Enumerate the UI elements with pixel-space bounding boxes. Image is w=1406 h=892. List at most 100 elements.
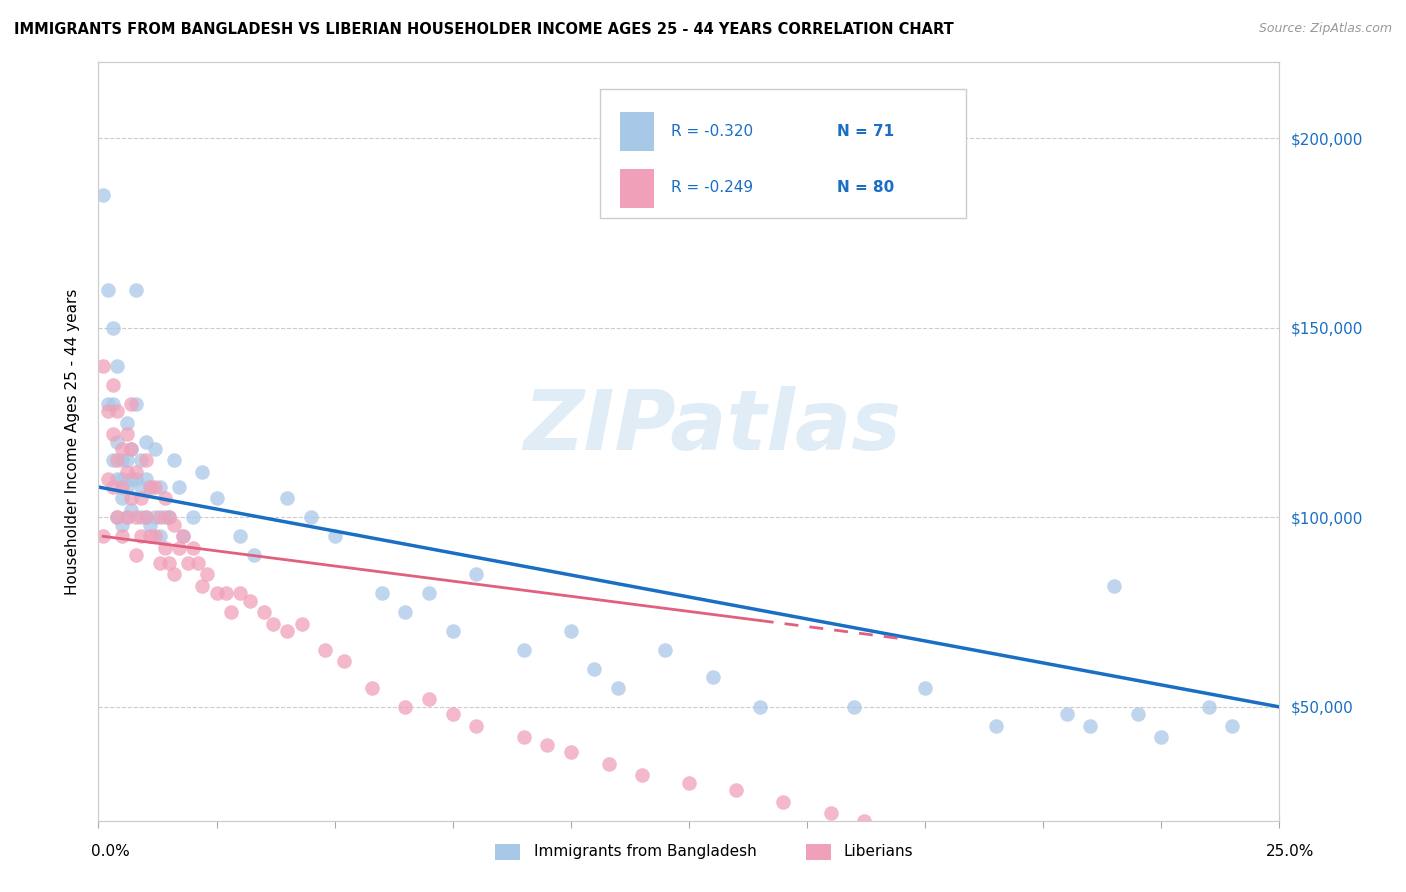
- Point: [157, 510, 180, 524]
- Point: [111, 473, 134, 487]
- Point: [105, 404, 128, 418]
- Point: [394, 699, 416, 714]
- Point: [994, 851, 1017, 865]
- Point: [115, 426, 138, 441]
- Point: [153, 510, 176, 524]
- Point: [105, 453, 128, 467]
- Point: [129, 529, 152, 543]
- Point: [135, 453, 157, 467]
- Point: [167, 480, 190, 494]
- Point: [129, 453, 152, 467]
- Point: [1126, 881, 1149, 892]
- Point: [205, 586, 228, 600]
- Point: [702, 669, 724, 683]
- Point: [441, 624, 464, 639]
- Text: R = -0.249: R = -0.249: [671, 180, 754, 194]
- Point: [149, 556, 172, 570]
- Point: [105, 359, 128, 373]
- Point: [143, 529, 166, 543]
- Point: [157, 510, 180, 524]
- Point: [290, 616, 312, 631]
- Point: [115, 510, 138, 524]
- Point: [111, 453, 134, 467]
- Point: [115, 453, 138, 467]
- Point: [371, 586, 394, 600]
- Point: [560, 624, 582, 639]
- Point: [215, 586, 238, 600]
- Point: [121, 442, 143, 456]
- Point: [139, 529, 162, 543]
- Point: [139, 480, 162, 494]
- Point: [253, 605, 276, 619]
- Point: [191, 579, 214, 593]
- Text: ZIPatlas: ZIPatlas: [523, 386, 901, 467]
- Point: [725, 783, 748, 797]
- Point: [229, 586, 252, 600]
- Point: [191, 465, 214, 479]
- Point: [149, 510, 172, 524]
- Point: [1032, 859, 1054, 873]
- Text: N = 71: N = 71: [837, 124, 894, 139]
- Point: [143, 442, 166, 456]
- Point: [1056, 707, 1078, 722]
- Point: [323, 529, 346, 543]
- Point: [139, 480, 162, 494]
- Point: [890, 821, 912, 835]
- Point: [115, 465, 138, 479]
- Point: [465, 719, 488, 733]
- Point: [135, 473, 157, 487]
- Point: [115, 480, 138, 494]
- Point: [243, 548, 266, 563]
- Point: [536, 738, 558, 752]
- Point: [928, 832, 950, 847]
- Point: [111, 517, 134, 532]
- Point: [1126, 707, 1149, 722]
- Text: N = 80: N = 80: [837, 180, 894, 194]
- Point: [418, 586, 440, 600]
- Point: [361, 681, 384, 695]
- Point: [153, 541, 176, 555]
- Point: [121, 502, 143, 516]
- Point: [139, 517, 162, 532]
- Point: [219, 605, 242, 619]
- Point: [465, 567, 488, 582]
- Point: [129, 480, 152, 494]
- Point: [125, 473, 148, 487]
- Point: [121, 442, 143, 456]
- FancyBboxPatch shape: [620, 112, 654, 151]
- Point: [153, 491, 176, 506]
- Point: [1080, 719, 1102, 733]
- Point: [105, 510, 128, 524]
- Point: [143, 480, 166, 494]
- Point: [135, 510, 157, 524]
- Point: [299, 510, 322, 524]
- Point: [394, 605, 416, 619]
- Point: [167, 541, 190, 555]
- Text: R = -0.320: R = -0.320: [671, 124, 754, 139]
- FancyBboxPatch shape: [620, 169, 654, 208]
- Point: [101, 377, 124, 392]
- Point: [163, 517, 186, 532]
- Point: [101, 396, 124, 410]
- Point: [1102, 878, 1125, 892]
- Point: [115, 510, 138, 524]
- Point: [91, 529, 114, 543]
- Point: [512, 643, 534, 657]
- Point: [97, 473, 120, 487]
- Point: [125, 465, 148, 479]
- Point: [125, 510, 148, 524]
- Point: [97, 283, 120, 297]
- Point: [105, 510, 128, 524]
- Text: IMMIGRANTS FROM BANGLADESH VS LIBERIAN HOUSEHOLDER INCOME AGES 25 - 44 YEARS COR: IMMIGRANTS FROM BANGLADESH VS LIBERIAN H…: [14, 22, 953, 37]
- Point: [276, 624, 298, 639]
- Point: [172, 529, 194, 543]
- Point: [1150, 730, 1173, 744]
- Text: 0.0%: 0.0%: [91, 845, 131, 859]
- Point: [177, 556, 200, 570]
- Point: [607, 681, 630, 695]
- Point: [149, 480, 172, 494]
- Point: [121, 396, 143, 410]
- Point: [135, 434, 157, 449]
- Point: [111, 529, 134, 543]
- Point: [820, 806, 842, 821]
